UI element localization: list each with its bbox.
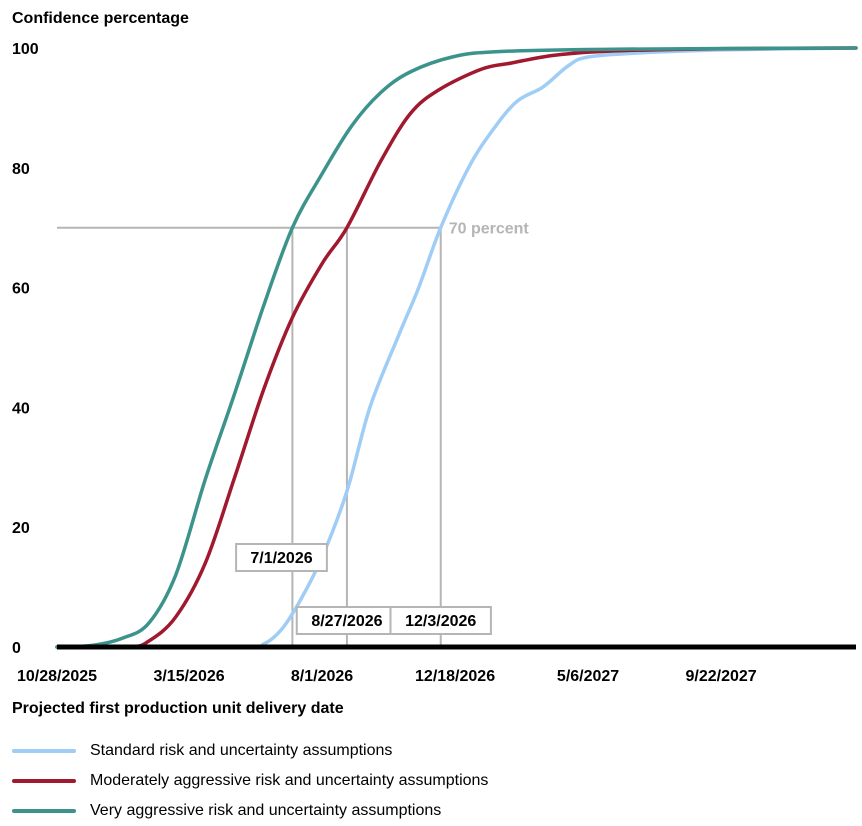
- reference-line-label: 70 percent: [449, 221, 530, 238]
- y-tick-label: 100: [12, 41, 39, 58]
- series-line-1: [55, 46, 858, 649]
- reference-line-70: 70 percent: [57, 221, 529, 238]
- date-marker-box: [295, 606, 399, 635]
- marker-lines: [291, 227, 442, 647]
- y-tick-label: 40: [12, 400, 30, 417]
- legend-swatch: [12, 779, 76, 783]
- legend-label: Very aggressive risk and uncertainty ass…: [90, 802, 442, 819]
- x-tick-label: 9/22/2027: [685, 668, 756, 685]
- series-lines: [55, 46, 858, 650]
- y-tick-label: 60: [12, 281, 30, 298]
- y-tick-label: 80: [12, 161, 30, 178]
- legend-label: Standard risk and uncertainty assumption…: [90, 742, 393, 759]
- x-axis-ticks: 10/28/2025 3/15/2026 8/1/2026 12/18/2026 5/6…: [17, 668, 757, 685]
- y-tick-label: 0: [12, 640, 21, 657]
- x-axis-title: Projected first production unit delivery…: [12, 700, 344, 717]
- legend-swatch: [12, 809, 76, 813]
- x-tick-label: 10/28/2025: [17, 668, 97, 685]
- legend-swatch: [12, 749, 76, 753]
- x-tick-label: 8/1/2026: [291, 668, 353, 685]
- legend-label: Moderately aggressive risk and uncertain…: [90, 772, 489, 789]
- x-tick-label: 5/6/2027: [557, 668, 619, 685]
- date-marker-box: [235, 543, 328, 572]
- legend-item: Very aggressive risk and uncertainty ass…: [12, 796, 488, 826]
- y-axis-ticks: 0 20 40 60 80 100: [12, 41, 39, 657]
- series-line-2: [55, 46, 858, 650]
- date-marker-label: 7/1/2026: [250, 550, 312, 567]
- legend: Standard risk and uncertainty assumption…: [12, 736, 488, 826]
- chart-title: Confidence percentage: [12, 10, 189, 27]
- date-marker-label: 8/27/2026: [311, 613, 382, 630]
- x-tick-label: 3/15/2026: [153, 668, 224, 685]
- y-tick-label: 20: [12, 520, 30, 537]
- date-marker-label: 12/3/2026: [405, 613, 476, 630]
- legend-item: Standard risk and uncertainty assumption…: [12, 736, 488, 766]
- date-marker-box: [389, 606, 492, 635]
- date-markers: 7/1/2026 8/27/2026 12/3/2026: [235, 543, 492, 635]
- x-tick-label: 12/18/2026: [415, 668, 495, 685]
- legend-item: Moderately aggressive risk and uncertain…: [12, 766, 488, 796]
- series-line-3: [55, 46, 858, 649]
